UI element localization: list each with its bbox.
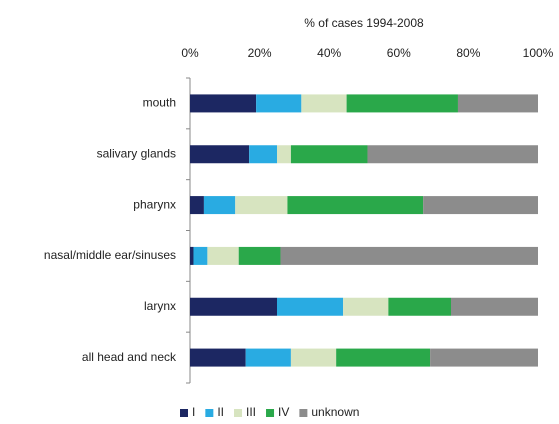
y-tick-label: larynx [144,299,176,313]
bar-segment [193,246,208,265]
bar-segment [190,348,246,367]
y-tick-label: nasal/middle ear/sinuses [44,248,176,262]
y-tick-label: pharynx [133,197,176,211]
y-tick-label: mouth [143,96,176,110]
bar-segment [287,196,424,215]
bar-segment [238,246,281,265]
bar-segment [290,348,337,367]
legend-swatch [234,409,243,417]
bar-segment [277,145,291,164]
bar-segment [280,246,538,265]
bar-segment [235,196,288,215]
bar-segment [256,94,302,113]
bar-segment [430,348,538,367]
x-tick-label: 80% [456,46,480,60]
legend-label: IV [278,405,289,419]
y-tick-label: salivary glands [97,146,176,160]
bar-segment [343,297,389,316]
x-tick-label: 40% [317,46,341,60]
x-tick-label: 60% [387,46,411,60]
bar-segment [190,196,204,215]
legend-swatch [180,409,188,417]
bar-segment [451,297,538,316]
bar-segment [388,297,451,316]
legend-swatch [299,409,308,417]
legend-label: III [246,405,256,419]
x-tick-label: 100% [523,46,554,60]
legend-label: I [192,405,195,419]
bar-segment [190,94,257,113]
bar-segment [301,94,347,113]
bar-segment [346,94,458,113]
legend-swatch [266,409,275,417]
bar-segment [249,145,277,164]
bar-segment [190,297,277,316]
x-tick-label: 0% [181,46,199,60]
bar-segment [207,246,239,265]
legend-label: II [217,405,224,419]
y-tick-label: all head and neck [82,350,177,364]
bar-segment [457,94,538,113]
bar-segment [190,246,194,265]
x-tick-label: 20% [248,46,272,60]
legend-swatch [205,409,214,417]
bar-segment [245,348,291,367]
legend-label: unknown [311,405,359,419]
bar-segment [277,297,344,316]
bar-segment [336,348,431,367]
bar-segment [203,196,236,215]
bar-segment [190,145,250,164]
bar-segment [423,196,538,215]
bar-segment [290,145,368,164]
axis-title: % of cases 1994-2008 [304,16,424,30]
bar-segment [367,145,538,164]
